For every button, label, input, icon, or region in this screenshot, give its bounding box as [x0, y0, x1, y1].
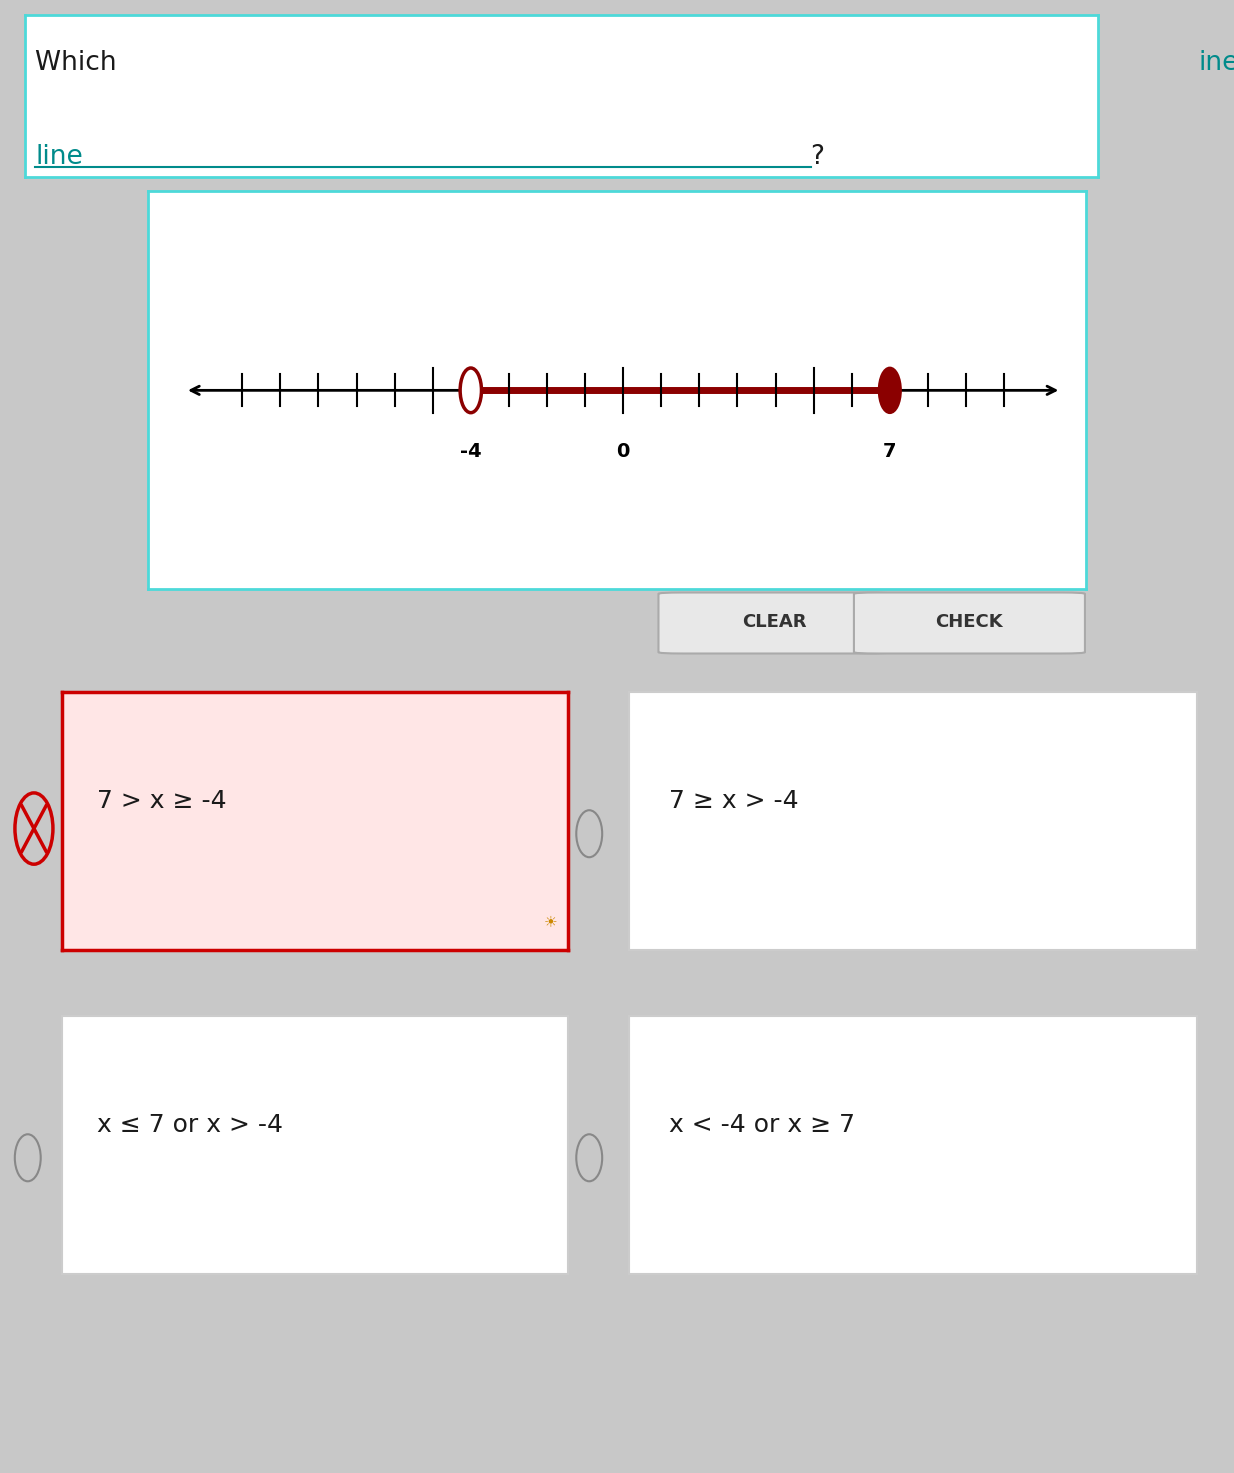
Text: x < -4 or x ≥ 7: x < -4 or x ≥ 7: [669, 1112, 855, 1137]
Text: ?: ?: [811, 144, 824, 171]
Text: -4: -4: [460, 442, 481, 461]
Text: ☀: ☀: [543, 915, 558, 929]
Text: inequality: inequality: [1198, 50, 1234, 77]
Text: CHECK: CHECK: [935, 613, 1003, 632]
Text: CLEAR: CLEAR: [742, 613, 806, 632]
Text: 7 > x ≥ -4: 7 > x ≥ -4: [97, 788, 227, 813]
FancyBboxPatch shape: [659, 592, 890, 654]
FancyBboxPatch shape: [854, 592, 1085, 654]
Circle shape: [879, 368, 901, 412]
Text: line: line: [36, 144, 83, 171]
Text: 7 ≥ x > -4: 7 ≥ x > -4: [669, 788, 798, 813]
Text: 0: 0: [617, 442, 629, 461]
Text: Which: Which: [36, 50, 126, 77]
Text: x ≤ 7 or x > -4: x ≤ 7 or x > -4: [97, 1112, 283, 1137]
Text: 7: 7: [884, 442, 897, 461]
Circle shape: [460, 368, 481, 412]
